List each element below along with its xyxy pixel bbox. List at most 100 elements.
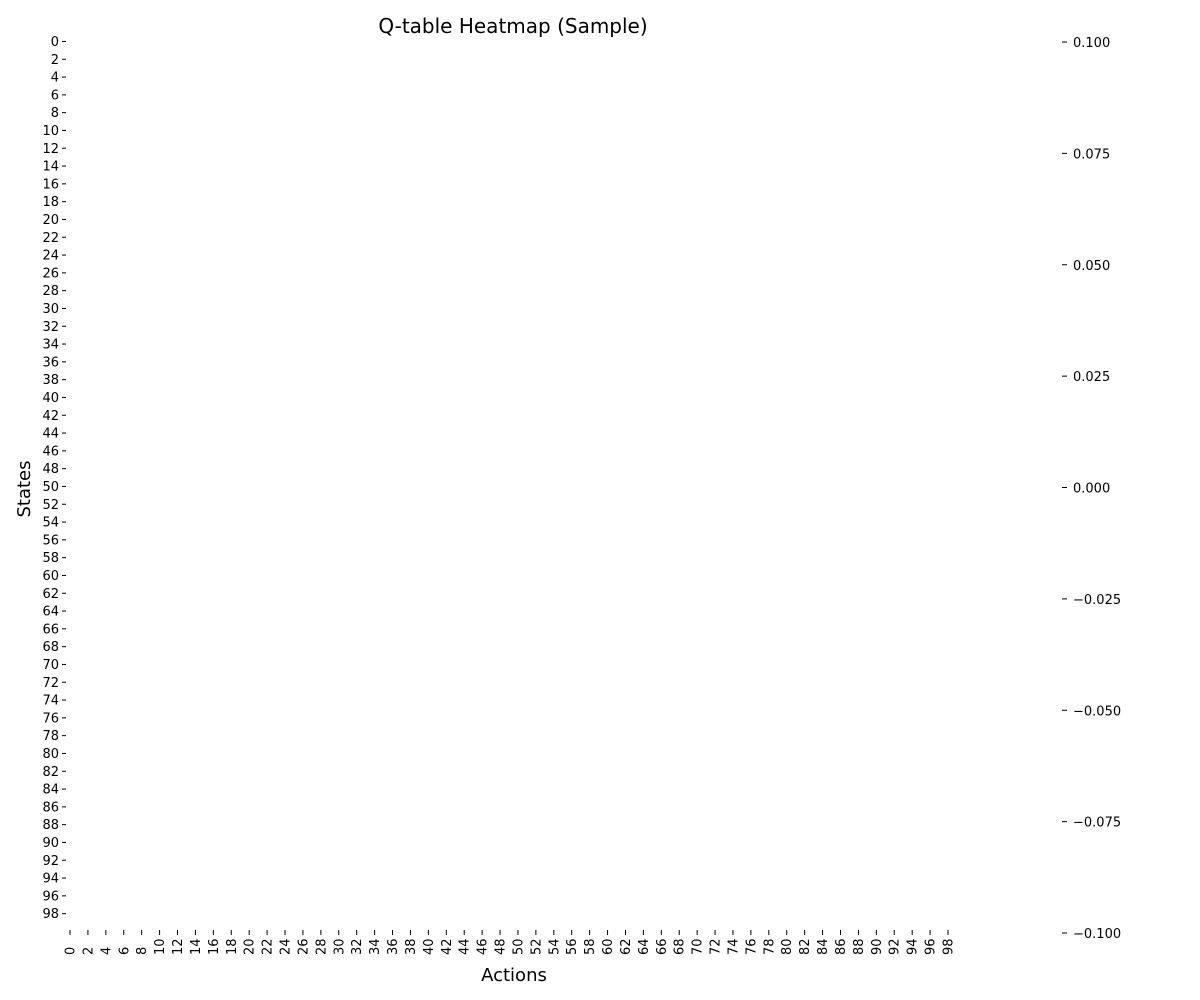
y-tick-label: 4 [51,71,59,86]
y-tick-label: 0 [51,35,59,50]
y-tick-label: 12 [42,142,59,157]
colorbar [1008,42,1056,933]
x-tick-label: 18 [225,938,240,955]
x-tick-label: 10 [153,938,168,955]
x-tick-label: 58 [583,938,598,955]
x-tick-label: 16 [207,938,222,955]
y-tick-label: 96 [42,889,59,904]
x-tick-label: 90 [870,938,885,955]
y-tick-label: 40 [42,391,59,406]
x-tick-label: 94 [906,938,921,955]
x-tick-label: 0 [64,947,79,955]
y-tick-label: 8 [51,106,59,121]
y-tick-label: 70 [42,658,59,673]
y-tick-label: 14 [42,160,59,175]
y-tick-label: 64 [42,605,59,620]
y-tick-label: 20 [42,213,59,228]
y-tick-label: 10 [42,124,59,139]
x-tick-label: 6 [117,947,132,955]
y-tick-label: 36 [42,355,59,370]
y-tick-label: 34 [42,338,59,353]
x-tick-label: 34 [368,938,383,955]
x-tick-label: 48 [494,938,509,955]
x-tick-label: 22 [261,938,276,955]
y-tick-label: 16 [42,177,59,192]
y-tick-label: 62 [42,587,59,602]
y-tick-label: 58 [42,551,59,566]
x-axis-label: Actions [481,965,547,986]
heatmap-area [62,37,952,927]
x-axis-ticks: 0 2 4 6 8 10 12 14 16 18 20 22 24 26 28 30 32 34 36 38 40 42 4… [64,930,957,955]
y-tick-label: 98 [42,907,59,922]
y-tick-label: 6 [51,88,59,103]
y-tick-label: 2 [51,53,59,68]
x-tick-label: 32 [350,938,365,955]
x-tick-label: 70 [691,938,706,955]
y-tick-label: 76 [42,711,59,726]
y-tick-label: 30 [42,302,59,317]
x-tick-label: 92 [888,938,903,955]
y-tick-label: 84 [42,783,59,798]
x-tick-label: 46 [476,938,491,955]
x-tick-label: 8 [135,947,150,955]
x-tick-label: 54 [547,938,562,955]
x-tick-label: 2 [81,947,96,955]
colorbar-tick-label: 0.050 [1073,259,1110,274]
y-tick-label: 66 [42,622,59,637]
y-tick-label: 82 [42,765,59,780]
x-tick-label: 50 [511,938,526,955]
y-tick-label: 86 [42,800,59,815]
x-tick-label: 40 [422,938,437,955]
x-tick-label: 68 [673,938,688,955]
x-tick-label: 66 [655,938,670,955]
y-tick-label: 94 [42,872,59,887]
x-tick-label: 74 [726,938,741,955]
y-tick-label: 42 [42,409,59,424]
x-tick-label: 98 [942,938,957,955]
y-tick-label: 24 [42,249,59,264]
y-tick-label: 56 [42,533,59,548]
chart-title: Q-table Heatmap (Sample) [378,14,647,38]
colorbar-tick-label: 0.100 [1073,36,1110,51]
x-tick-label: 96 [924,938,939,955]
x-tick-label: 36 [386,938,401,955]
x-tick-label: 78 [762,938,777,955]
y-tick-label: 22 [42,231,59,246]
x-tick-label: 44 [458,938,473,955]
x-tick-label: 72 [709,938,724,955]
y-tick-label: 88 [42,818,59,833]
colorbar-ticks: 0.100 0.075 0.050 0.025 0.000 −0.025 −0.050 −0.… [1062,36,1121,942]
x-tick-label: 80 [780,938,795,955]
colorbar-tick-label: −0.050 [1073,704,1121,719]
x-tick-label: 28 [314,938,329,955]
x-tick-label: 38 [404,938,419,955]
y-tick-label: 44 [42,427,59,442]
x-tick-label: 88 [852,938,867,955]
x-tick-label: 64 [637,938,652,955]
y-tick-label: 38 [42,373,59,388]
colorbar-tick-label: −0.075 [1073,816,1121,831]
y-tick-label: 54 [42,516,59,531]
x-tick-label: 14 [189,938,204,955]
colorbar-tick-label: 0.075 [1073,147,1110,162]
x-tick-label: 42 [440,938,455,955]
colorbar-tick-label: 0.000 [1073,482,1110,497]
x-tick-label: 20 [243,938,258,955]
y-tick-label: 26 [42,266,59,281]
y-tick-label: 50 [42,480,59,495]
colorbar-tick-label: 0.025 [1073,370,1110,385]
y-tick-label: 74 [42,694,59,709]
x-tick-label: 26 [296,938,311,955]
x-tick-label: 60 [601,938,616,955]
y-tick-label: 32 [42,320,59,335]
y-tick-label: 78 [42,729,59,744]
colorbar-tick-label: −0.100 [1073,927,1121,942]
y-tick-label: 48 [42,462,59,477]
colorbar-tick-label: −0.025 [1073,593,1121,608]
x-tick-label: 12 [171,938,186,955]
y-axis-ticks: 0246810121416182022242628303234363840424… [42,35,66,922]
y-tick-label: 52 [42,498,59,513]
x-tick-label: 86 [834,938,849,955]
x-tick-label: 76 [744,938,759,955]
